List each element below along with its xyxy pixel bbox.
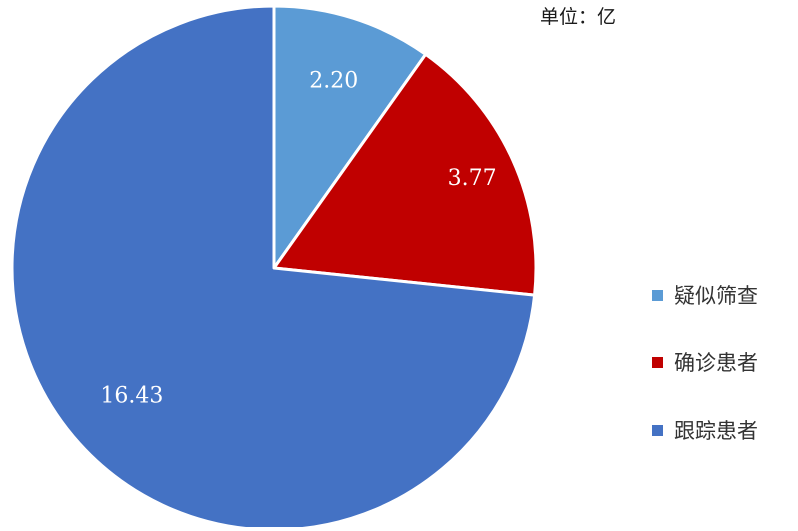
data-label-tracked-patients: 16.43 (100, 384, 163, 409)
legend-swatch-confirmed-patients (652, 356, 663, 368)
data-label-confirmed-patients: 3.77 (448, 166, 497, 191)
legend-label-suspected-screening: 疑似筛查 (674, 284, 758, 308)
pie-slice-suspected-screening (272, 4, 428, 270)
legend-label-tracked-patients: 跟踪患者 (674, 419, 758, 443)
legend-swatch-suspected-screening (652, 289, 663, 301)
unit-label: 单位：亿 (540, 6, 617, 28)
legend-item-tracked-patients: 跟踪患者 (652, 415, 758, 445)
legend-swatch-tracked-patients (652, 424, 663, 436)
data-label-suspected-screening: 2.20 (309, 68, 358, 93)
pie-slice-tracked-patients (10, 4, 537, 531)
legend-item-suspected-screening: 疑似筛查 (652, 280, 758, 310)
pie-slice-confirmed-patients (272, 52, 538, 297)
legend-item-confirmed-patients: 确诊患者 (652, 347, 758, 377)
legend-label-confirmed-patients: 确诊患者 (674, 351, 758, 375)
